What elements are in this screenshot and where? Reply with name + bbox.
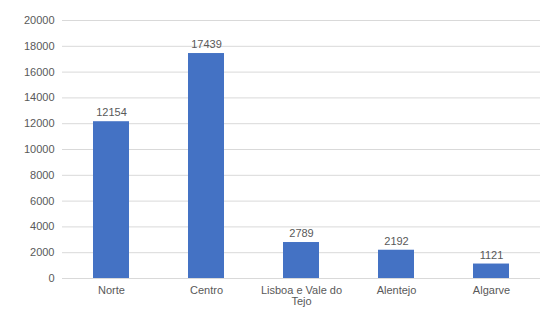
svg-text:Centro: Centro: [190, 284, 223, 296]
svg-text:Norte: Norte: [98, 284, 125, 296]
svg-text:2192: 2192: [384, 235, 408, 247]
svg-text:12000: 12000: [24, 117, 55, 129]
svg-text:Algarve: Algarve: [473, 284, 510, 296]
svg-text:0: 0: [48, 272, 54, 284]
svg-text:2000: 2000: [30, 246, 54, 258]
svg-text:12154: 12154: [96, 106, 127, 118]
svg-text:Alentejo: Alentejo: [377, 284, 417, 296]
svg-text:Lisboa e Vale doTejo: Lisboa e Vale doTejo: [261, 284, 342, 307]
svg-text:6000: 6000: [30, 195, 54, 207]
svg-text:10000: 10000: [24, 143, 55, 155]
svg-text:20000: 20000: [24, 14, 55, 26]
svg-text:14000: 14000: [24, 91, 55, 103]
svg-text:8000: 8000: [30, 169, 54, 181]
svg-text:16000: 16000: [24, 66, 55, 78]
svg-text:17439: 17439: [191, 38, 222, 50]
svg-text:18000: 18000: [24, 40, 55, 52]
svg-text:4000: 4000: [30, 220, 54, 232]
svg-text:2789: 2789: [289, 227, 313, 239]
svg-text:1121: 1121: [480, 249, 504, 261]
